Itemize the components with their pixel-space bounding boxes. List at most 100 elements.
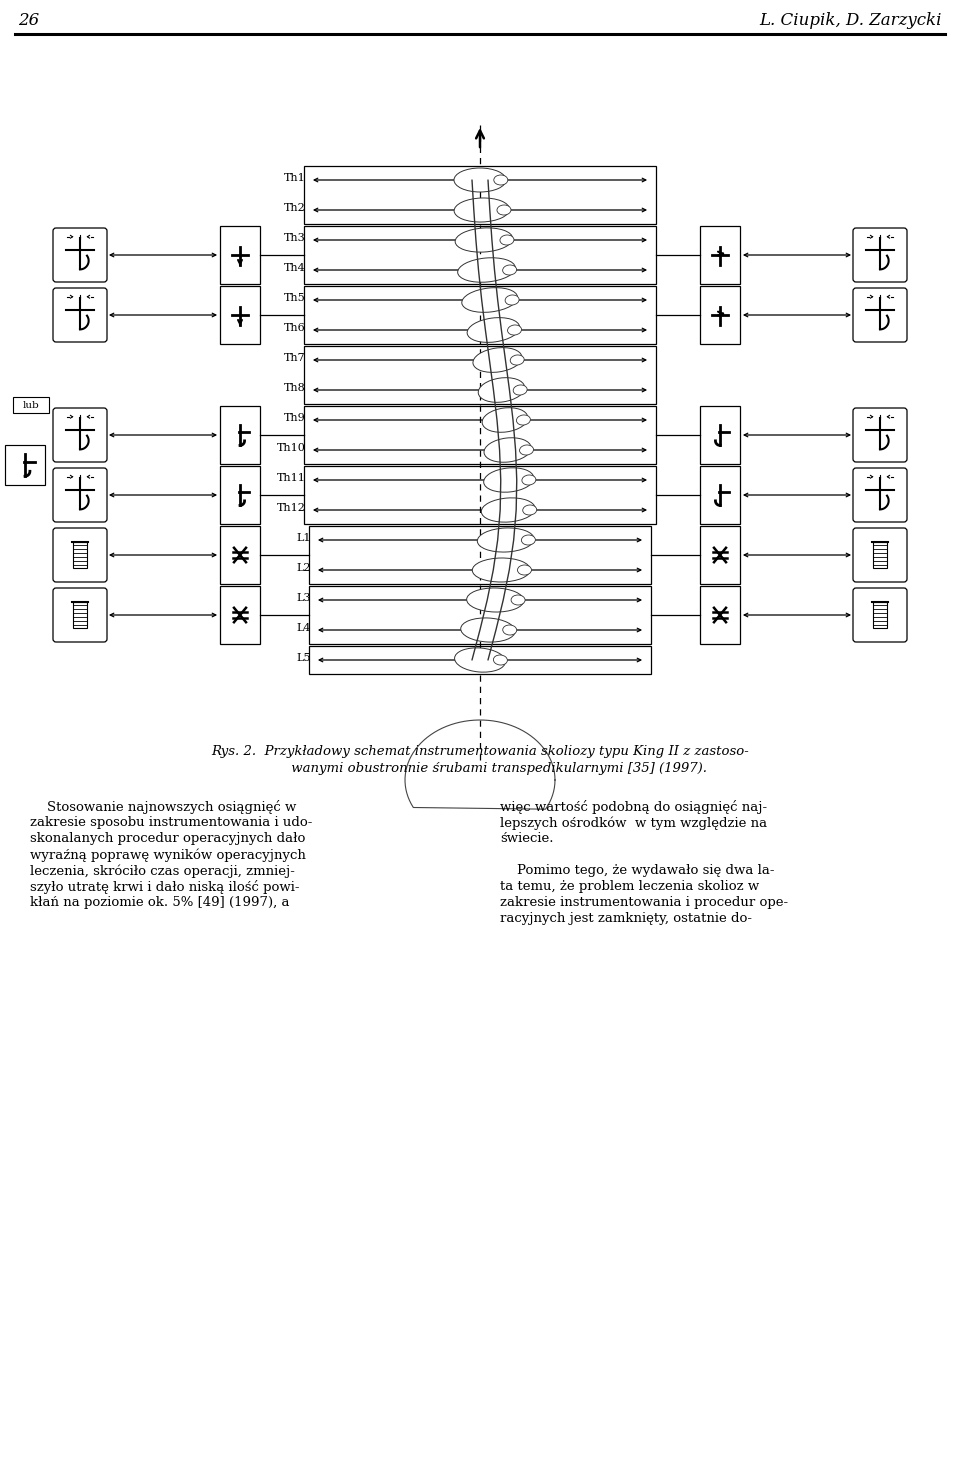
Ellipse shape xyxy=(497,204,511,215)
Text: Th1: Th1 xyxy=(284,172,306,182)
Ellipse shape xyxy=(516,415,530,425)
FancyBboxPatch shape xyxy=(53,588,107,642)
Ellipse shape xyxy=(503,625,516,635)
Bar xyxy=(220,526,260,584)
Text: skonalanych procedur operacyjnych dało: skonalanych procedur operacyjnych dało xyxy=(30,832,305,845)
Ellipse shape xyxy=(473,347,522,372)
FancyBboxPatch shape xyxy=(853,469,907,523)
Text: Th4: Th4 xyxy=(284,263,306,273)
Text: lub: lub xyxy=(23,400,39,409)
Text: Th5: Th5 xyxy=(284,293,306,304)
Bar xyxy=(873,602,887,628)
Text: Stosowanie najnowszych osiągnięć w: Stosowanie najnowszych osiągnięć w xyxy=(30,800,297,815)
Ellipse shape xyxy=(455,228,513,253)
Ellipse shape xyxy=(523,505,537,515)
Ellipse shape xyxy=(493,656,508,664)
Ellipse shape xyxy=(477,529,534,552)
Ellipse shape xyxy=(508,326,521,334)
Bar xyxy=(304,346,656,404)
FancyBboxPatch shape xyxy=(53,228,107,282)
Ellipse shape xyxy=(461,618,516,642)
Ellipse shape xyxy=(455,648,505,672)
Ellipse shape xyxy=(458,258,516,282)
Bar xyxy=(700,226,740,285)
Bar xyxy=(73,542,87,568)
Bar xyxy=(13,397,49,413)
Text: Th8: Th8 xyxy=(284,383,306,393)
Text: L4: L4 xyxy=(297,623,311,634)
Bar xyxy=(700,585,740,644)
Text: Pomimo tego, że wydawało się dwa la-: Pomimo tego, że wydawało się dwa la- xyxy=(500,864,775,877)
FancyBboxPatch shape xyxy=(853,529,907,583)
Bar xyxy=(309,526,651,584)
Ellipse shape xyxy=(472,558,530,583)
Text: L3: L3 xyxy=(297,593,311,603)
Bar xyxy=(309,585,651,644)
Bar xyxy=(700,466,740,524)
Bar xyxy=(220,466,260,524)
Text: leczenia, skróciło czas operacji, zmniej-: leczenia, skróciło czas operacji, zmniej… xyxy=(30,864,295,877)
Bar xyxy=(220,406,260,464)
FancyBboxPatch shape xyxy=(53,469,107,523)
Text: zakresie instrumentowania i procedur ope-: zakresie instrumentowania i procedur ope… xyxy=(500,896,788,910)
Text: Th2: Th2 xyxy=(284,203,306,213)
Text: ta temu, że problem leczenia skolioz w: ta temu, że problem leczenia skolioz w xyxy=(500,880,759,894)
Bar xyxy=(73,602,87,628)
Text: wyraźną poprawę wyników operacyjnych: wyraźną poprawę wyników operacyjnych xyxy=(30,848,306,861)
Bar xyxy=(220,585,260,644)
Text: Th6: Th6 xyxy=(284,323,306,333)
Text: Th7: Th7 xyxy=(284,353,306,364)
Text: więc wartość podobną do osiągnięć naj-: więc wartość podobną do osiągnięć naj- xyxy=(500,800,767,815)
FancyBboxPatch shape xyxy=(853,288,907,342)
Text: szyło utratę krwi i dało niską ilość powi-: szyło utratę krwi i dało niską ilość pow… xyxy=(30,880,300,894)
FancyBboxPatch shape xyxy=(53,407,107,461)
Text: Th10: Th10 xyxy=(277,442,306,453)
Text: lepszych ośrodków  w tym względzie na: lepszych ośrodków w tym względzie na xyxy=(500,816,767,829)
Text: L5: L5 xyxy=(297,653,311,663)
Text: Th12: Th12 xyxy=(277,504,306,512)
Ellipse shape xyxy=(484,438,531,463)
Bar xyxy=(304,226,656,285)
FancyBboxPatch shape xyxy=(853,228,907,282)
Ellipse shape xyxy=(454,199,510,222)
Bar xyxy=(220,226,260,285)
Ellipse shape xyxy=(484,467,534,492)
Ellipse shape xyxy=(468,318,519,343)
Text: L2: L2 xyxy=(297,564,311,572)
Ellipse shape xyxy=(514,385,527,396)
Ellipse shape xyxy=(503,264,516,274)
Bar xyxy=(309,645,651,675)
Ellipse shape xyxy=(517,565,532,575)
Ellipse shape xyxy=(519,445,534,456)
Text: L1: L1 xyxy=(297,533,311,543)
Text: świecie.: świecie. xyxy=(500,832,554,845)
Ellipse shape xyxy=(454,168,506,193)
Bar xyxy=(304,466,656,524)
Bar xyxy=(304,406,656,464)
Ellipse shape xyxy=(510,355,524,365)
Text: kłań na poziomie ok. 5% [49] (1997), a: kłań na poziomie ok. 5% [49] (1997), a xyxy=(30,896,290,910)
Text: Th3: Th3 xyxy=(284,234,306,242)
FancyBboxPatch shape xyxy=(53,288,107,342)
Text: Rys. 2.  Przykładowy schemat instrumentowania skoliozy typu King II z zastoso-: Rys. 2. Przykładowy schemat instrumentow… xyxy=(211,745,749,758)
Ellipse shape xyxy=(505,295,519,305)
Bar xyxy=(700,526,740,584)
Ellipse shape xyxy=(482,407,528,432)
Ellipse shape xyxy=(462,288,517,312)
Ellipse shape xyxy=(511,596,525,604)
Text: Th11: Th11 xyxy=(277,473,306,483)
Bar xyxy=(304,166,656,223)
Ellipse shape xyxy=(522,474,536,485)
FancyBboxPatch shape xyxy=(53,529,107,583)
Bar xyxy=(304,286,656,345)
Ellipse shape xyxy=(481,498,535,523)
Text: wanymi obustronnie śrubami transpedikularnymi [35] (1997).: wanymi obustronnie śrubami transpedikula… xyxy=(253,762,707,775)
Ellipse shape xyxy=(500,235,514,245)
Bar xyxy=(220,286,260,345)
Ellipse shape xyxy=(478,378,525,403)
Text: zakresie sposobu instrumentowania i udo-: zakresie sposobu instrumentowania i udo- xyxy=(30,816,312,829)
Bar xyxy=(5,445,45,485)
Bar xyxy=(873,542,887,568)
Text: L. Ciupik, D. Zarzycki: L. Ciupik, D. Zarzycki xyxy=(759,12,942,29)
Text: 26: 26 xyxy=(18,12,39,29)
